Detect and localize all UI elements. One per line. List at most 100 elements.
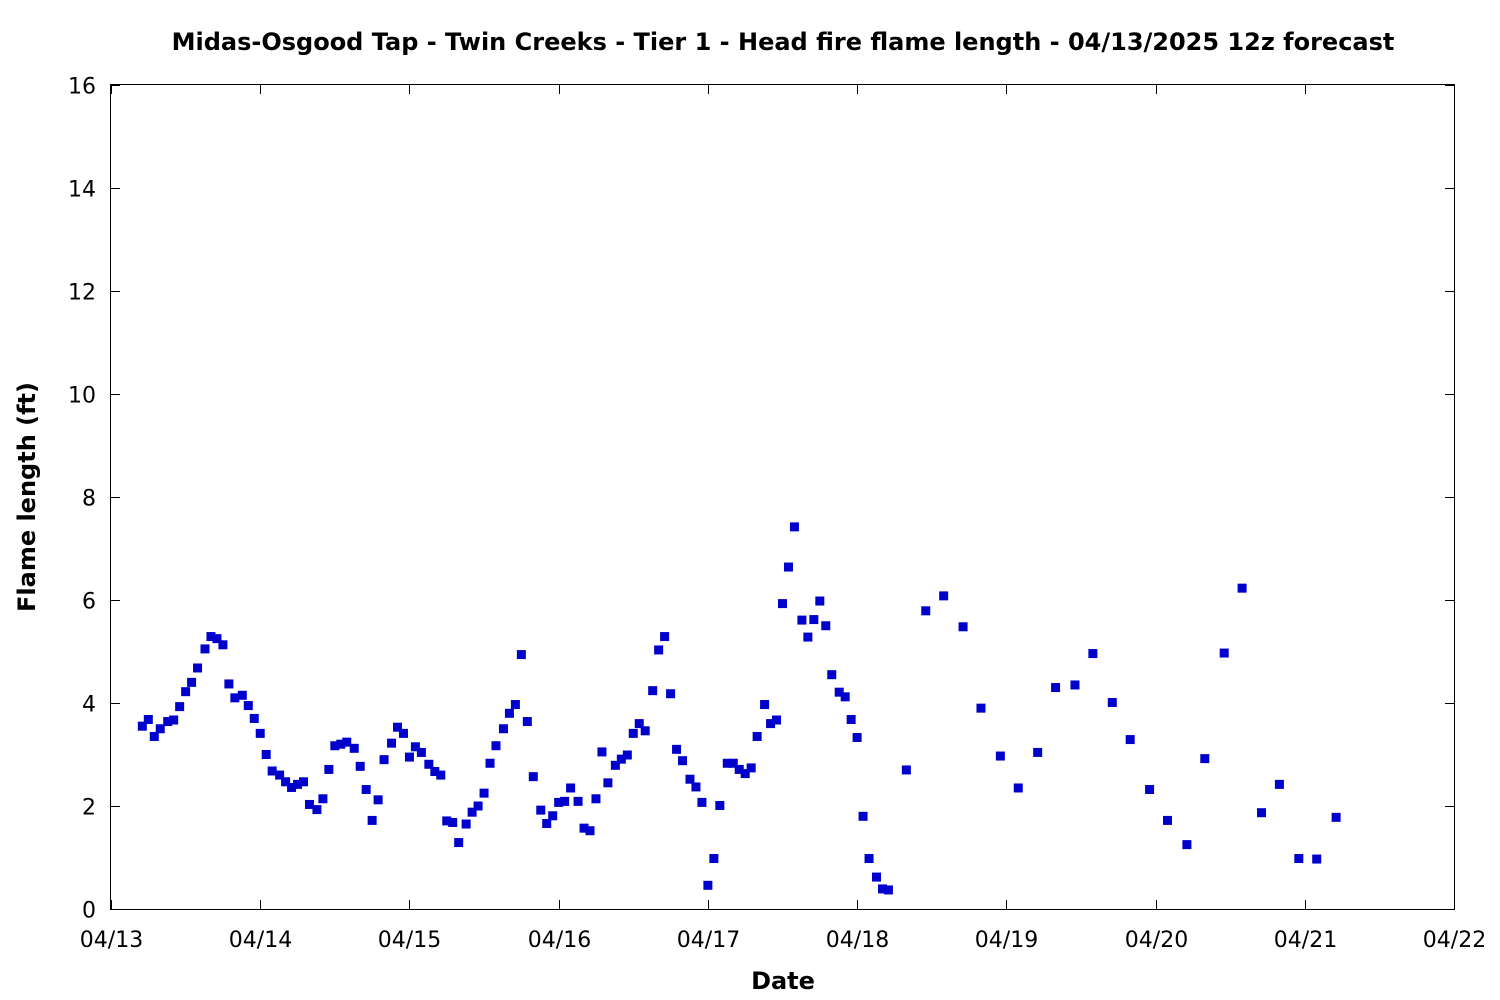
- data-point: [1331, 812, 1341, 822]
- data-point: [752, 731, 762, 741]
- data-point: [510, 700, 520, 710]
- data-point: [461, 819, 471, 829]
- x-tick-label: 04/13: [80, 928, 143, 953]
- data-point: [491, 741, 501, 751]
- data-point: [691, 782, 701, 792]
- data-point: [336, 739, 346, 749]
- data-point: [1312, 854, 1322, 864]
- data-point: [393, 722, 403, 732]
- data-point: [187, 677, 197, 687]
- data-point: [404, 752, 414, 762]
- x-tick-label: 04/14: [229, 928, 292, 953]
- data-point: [628, 728, 638, 738]
- data-point: [597, 747, 607, 757]
- data-point: [398, 728, 408, 738]
- data-point: [473, 801, 483, 811]
- data-point: [373, 795, 383, 805]
- data-point: [827, 670, 837, 680]
- x-axis-label: Date: [751, 967, 815, 995]
- data-point: [1051, 683, 1061, 693]
- data-point: [548, 811, 558, 821]
- data-point: [430, 766, 440, 776]
- data-point: [287, 782, 297, 792]
- data-point: [591, 794, 601, 804]
- data-point: [846, 714, 856, 724]
- data-point: [834, 687, 844, 697]
- y-tick-label: 2: [82, 796, 96, 821]
- data-point: [281, 777, 291, 787]
- x-tick-label: 04/20: [1125, 928, 1188, 953]
- data-point: [318, 794, 328, 804]
- data-point: [603, 778, 613, 788]
- data-point: [648, 686, 658, 696]
- data-point: [1145, 785, 1155, 795]
- data-point: [760, 700, 770, 710]
- data-point: [1013, 783, 1023, 793]
- data-point: [958, 622, 968, 632]
- data-point: [610, 760, 620, 770]
- data-point: [143, 714, 153, 724]
- data-point: [1182, 840, 1192, 850]
- data-point: [821, 621, 831, 631]
- data-point: [379, 755, 389, 765]
- chart-title: Midas-Osgood Tap - Twin Creeks - Tier 1 …: [172, 28, 1395, 56]
- data-point: [387, 738, 397, 748]
- y-axis-label: Flame length (ft): [13, 382, 41, 612]
- x-tick-label: 04/16: [528, 928, 591, 953]
- data-point: [560, 796, 570, 806]
- data-point: [175, 702, 185, 712]
- data-point: [330, 741, 340, 751]
- data-point: [939, 591, 949, 601]
- data-point: [921, 606, 931, 616]
- x-tick-label: 04/15: [378, 928, 441, 953]
- data-point: [467, 807, 477, 817]
- data-point: [293, 779, 303, 789]
- data-point: [740, 769, 750, 779]
- data-point: [579, 823, 589, 833]
- data-point: [137, 721, 147, 731]
- data-point: [304, 799, 314, 809]
- data-point: [255, 728, 265, 738]
- data-point: [542, 819, 552, 829]
- data-point: [528, 772, 538, 782]
- data-point: [1125, 735, 1135, 745]
- data-point: [1219, 648, 1229, 658]
- data-point: [1088, 649, 1098, 659]
- data-point: [424, 759, 434, 769]
- data-point: [734, 764, 744, 774]
- data-point: [573, 796, 583, 806]
- x-tick-label: 04/17: [677, 928, 740, 953]
- data-point: [666, 689, 676, 699]
- data-point: [815, 596, 825, 606]
- data-point: [778, 599, 787, 609]
- data-point: [498, 724, 508, 734]
- data-point: [1200, 754, 1210, 764]
- y-tick-label: 6: [82, 590, 96, 615]
- data-point: [840, 692, 850, 702]
- data-point: [585, 826, 595, 836]
- data-point: [634, 719, 644, 729]
- data-point: [230, 693, 240, 703]
- data-point: [803, 632, 813, 642]
- data-point: [728, 758, 738, 768]
- data-point: [155, 724, 165, 734]
- data-point: [275, 770, 285, 780]
- data-point: [342, 737, 352, 747]
- data-point: [416, 747, 426, 757]
- data-point: [709, 854, 719, 864]
- data-point: [355, 761, 365, 771]
- data-point: [1274, 779, 1284, 789]
- x-tick-label: 04/18: [826, 928, 889, 953]
- data-point: [479, 788, 489, 798]
- x-tick-label: 04/21: [1274, 928, 1337, 953]
- data-point: [746, 763, 756, 773]
- data-point: [324, 764, 334, 774]
- data-point: [1237, 583, 1247, 593]
- data-point: [654, 645, 664, 655]
- data-points: [137, 522, 1341, 895]
- data-point: [672, 744, 682, 754]
- data-point: [877, 884, 887, 894]
- y-tick-label: 10: [68, 384, 96, 409]
- data-point: [1294, 854, 1304, 864]
- y-axis: 0 2 4 6 8 10 12 14 16: [68, 75, 1454, 924]
